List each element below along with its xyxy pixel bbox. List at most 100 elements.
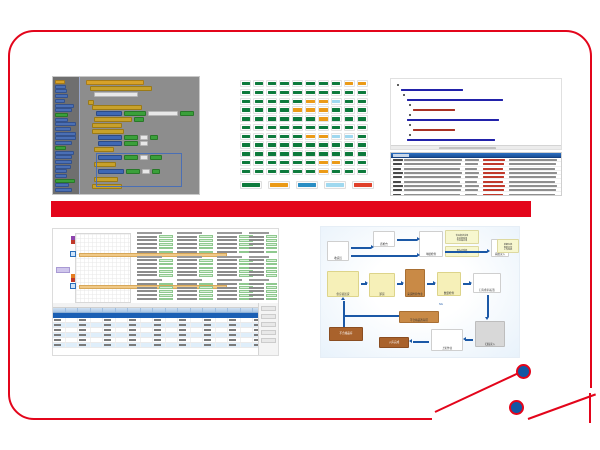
- table-cell[interactable]: [241, 343, 253, 347]
- status-card[interactable]: [278, 115, 291, 123]
- status-card[interactable]: [304, 159, 317, 167]
- palette-block[interactable]: [55, 98, 66, 103]
- code-block[interactable]: [92, 105, 142, 110]
- status-card[interactable]: [240, 150, 252, 158]
- log-row[interactable]: [391, 188, 561, 193]
- code-block[interactable]: [92, 129, 124, 134]
- palette-block[interactable]: [55, 84, 67, 89]
- status-card[interactable]: [330, 115, 343, 123]
- table-cell[interactable]: [228, 328, 241, 332]
- status-card[interactable]: [291, 141, 304, 149]
- table-cell[interactable]: [91, 338, 103, 342]
- plan-note-card[interactable]: [137, 279, 173, 301]
- table-selected-row[interactable]: [53, 313, 278, 318]
- table-cell[interactable]: [78, 328, 91, 332]
- table-cell[interactable]: [166, 328, 178, 332]
- table-cell[interactable]: [191, 323, 203, 327]
- source-code-editor[interactable]: [390, 78, 562, 150]
- table-cell[interactable]: [153, 333, 166, 337]
- status-card[interactable]: [304, 80, 317, 88]
- status-card[interactable]: [317, 80, 330, 88]
- palette-block[interactable]: [55, 164, 71, 169]
- table-cell[interactable]: [78, 338, 91, 342]
- code-block[interactable]: [126, 169, 140, 174]
- status-card[interactable]: [278, 167, 291, 175]
- table-column-header[interactable]: [103, 308, 116, 312]
- flow-node-reject-area[interactable]: [399, 311, 439, 323]
- code-block[interactable]: [124, 111, 146, 116]
- status-card[interactable]: [343, 97, 356, 105]
- code-block[interactable]: [98, 169, 124, 174]
- status-card[interactable]: [265, 115, 278, 123]
- status-card[interactable]: [278, 97, 291, 105]
- table-column-header[interactable]: [153, 308, 166, 312]
- palette-block[interactable]: [55, 127, 71, 131]
- code-block[interactable]: [92, 123, 122, 128]
- flow-node-scan-in[interactable]: [475, 321, 505, 347]
- flow-node-inbound-inspection[interactable]: [405, 269, 425, 297]
- table-column-header[interactable]: [228, 308, 241, 312]
- code-block[interactable]: [90, 86, 152, 91]
- code-block[interactable]: [124, 141, 138, 146]
- status-card[interactable]: [291, 106, 304, 114]
- table-cell[interactable]: [91, 318, 103, 322]
- table-cell[interactable]: [91, 343, 103, 347]
- code-block[interactable]: [94, 162, 116, 167]
- table-cell[interactable]: [241, 338, 253, 342]
- status-card[interactable]: [330, 123, 343, 132]
- status-card[interactable]: [252, 88, 265, 96]
- flow-node-inspection-station[interactable]: [373, 231, 395, 247]
- flow-node-putaway[interactable]: [379, 337, 409, 348]
- table-cell[interactable]: [78, 343, 91, 347]
- flow-node-shelving[interactable]: [431, 329, 463, 351]
- table-cell[interactable]: [191, 333, 203, 337]
- status-card[interactable]: [317, 167, 330, 175]
- status-card[interactable]: [317, 97, 330, 105]
- status-card[interactable]: [343, 80, 356, 88]
- status-card[interactable]: [304, 132, 317, 140]
- palette-block[interactable]: [55, 103, 75, 108]
- table-cell[interactable]: [166, 323, 178, 327]
- status-card[interactable]: [343, 106, 356, 114]
- flow-node-qty-check[interactable]: [437, 272, 461, 296]
- status-card[interactable]: [252, 97, 265, 105]
- flow-node-receiving-desk[interactable]: [327, 241, 349, 261]
- table-cell[interactable]: [153, 338, 166, 342]
- table-cell[interactable]: [191, 328, 203, 332]
- table-cell[interactable]: [241, 318, 253, 322]
- status-card[interactable]: [330, 106, 343, 114]
- code-horizontal-scrollbar[interactable]: [391, 145, 561, 149]
- status-card[interactable]: [278, 80, 291, 88]
- table-cell[interactable]: [116, 343, 128, 347]
- status-card[interactable]: [240, 88, 252, 96]
- status-card[interactable]: [356, 123, 368, 132]
- code-block[interactable]: [142, 169, 150, 174]
- status-card[interactable]: [252, 80, 265, 88]
- status-card[interactable]: [304, 97, 317, 105]
- code-block[interactable]: [140, 135, 148, 140]
- status-card[interactable]: [252, 159, 265, 167]
- palette-block[interactable]: [55, 183, 69, 188]
- table-cell[interactable]: [153, 343, 166, 347]
- palette-block[interactable]: [55, 122, 76, 127]
- table-cell[interactable]: [216, 318, 228, 322]
- status-card[interactable]: [265, 150, 278, 158]
- status-card[interactable]: [317, 132, 330, 140]
- code-block[interactable]: [148, 111, 178, 116]
- table-cell[interactable]: [141, 318, 153, 322]
- status-card[interactable]: [304, 106, 317, 114]
- status-card[interactable]: [240, 132, 252, 140]
- status-card[interactable]: [330, 88, 343, 96]
- table-cell[interactable]: [53, 333, 66, 337]
- table-cell[interactable]: [228, 318, 241, 322]
- table-cell[interactable]: [128, 328, 141, 332]
- plan-note-card[interactable]: [217, 279, 253, 301]
- production-planning-spreadsheet[interactable]: [52, 228, 279, 356]
- code-block[interactable]: [96, 111, 122, 116]
- table-action-button[interactable]: [261, 322, 276, 327]
- log-row[interactable]: [391, 192, 561, 195]
- status-card[interactable]: [330, 141, 343, 149]
- status-card[interactable]: [317, 141, 330, 149]
- table-cell[interactable]: [66, 333, 78, 337]
- flow-node-doc-list[interactable]: [445, 230, 479, 244]
